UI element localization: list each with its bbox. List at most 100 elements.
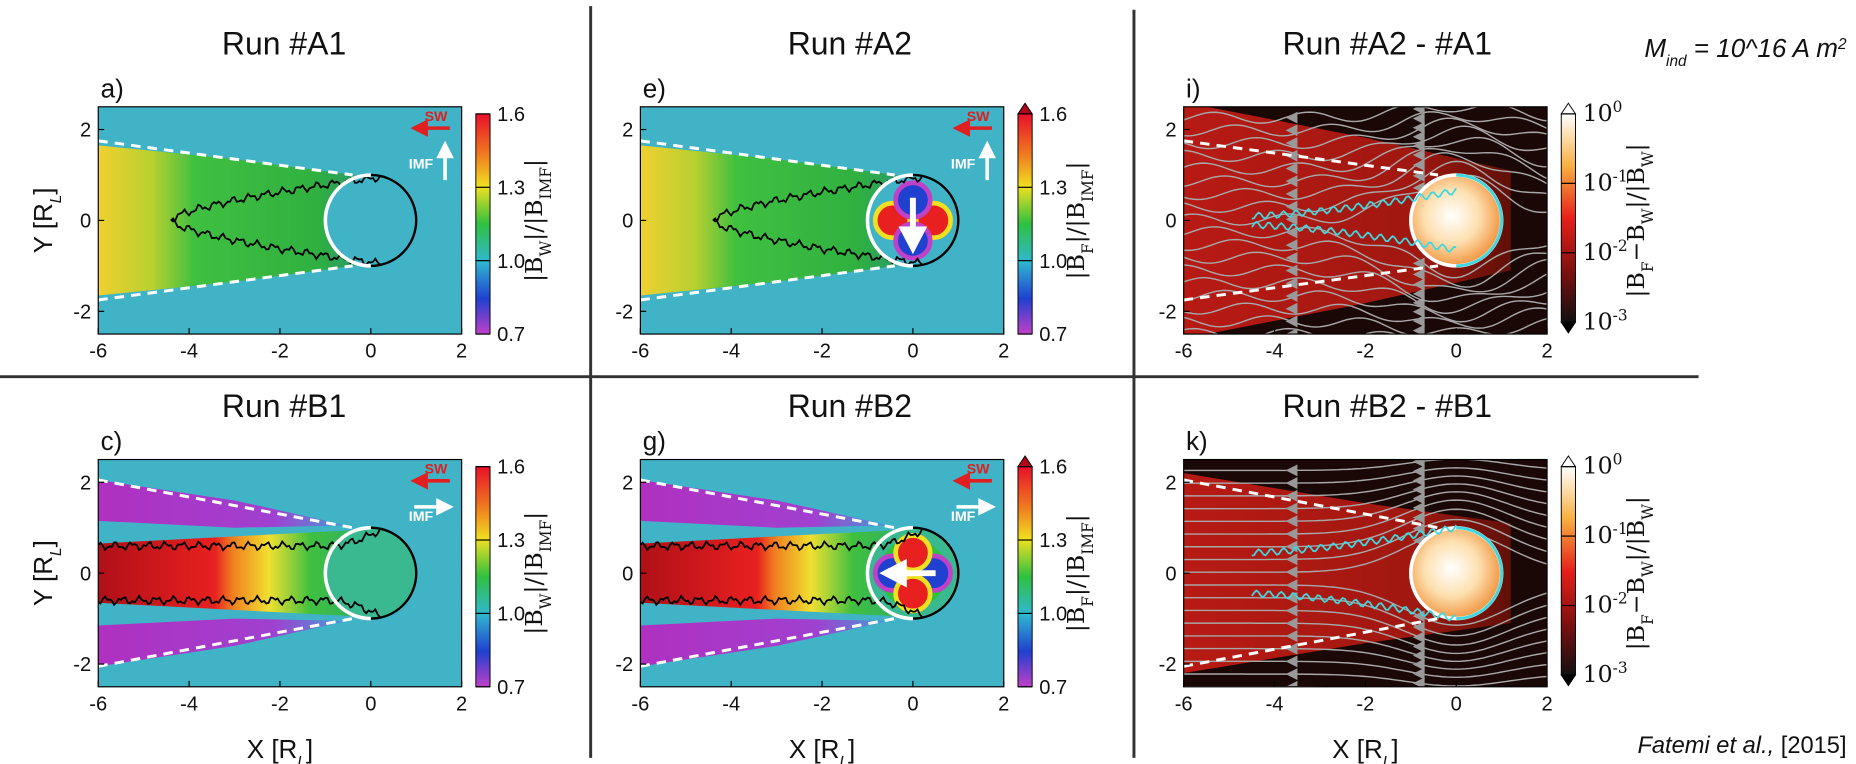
x-tick-label: 2 bbox=[1541, 693, 1552, 715]
axis-label-text: X [R bbox=[1332, 734, 1383, 764]
y-tick-label: 0 bbox=[1165, 563, 1176, 585]
x-tick-label: -6 bbox=[631, 341, 649, 363]
x-tick-label: -4 bbox=[722, 693, 740, 715]
x-tick-label: 2 bbox=[998, 341, 1009, 363]
stream-arrow bbox=[1285, 604, 1298, 617]
panel-title: Run #A2 bbox=[788, 26, 912, 62]
streamline bbox=[1183, 160, 1548, 213]
streamline bbox=[1183, 660, 1548, 679]
wake bbox=[98, 529, 358, 617]
note-subscript: ind bbox=[1666, 53, 1687, 70]
axis-label-sub: L bbox=[1383, 753, 1392, 764]
field bbox=[640, 459, 1004, 687]
colorbar-tick-label: 1.3 bbox=[1039, 530, 1067, 552]
colorbar-extend bbox=[1560, 102, 1577, 115]
colorbar-label-part: |B bbox=[1622, 625, 1651, 650]
colorbar-label-part: W bbox=[537, 241, 555, 257]
colorbar-label-part: |/|B bbox=[1062, 555, 1091, 596]
colorbar-tick-exponent: -2 bbox=[1613, 237, 1628, 255]
streamline bbox=[1183, 125, 1548, 163]
colorbar-tick-label: 0.7 bbox=[497, 324, 525, 346]
stream-arrow bbox=[1285, 264, 1298, 277]
colorbar-tick-exponent: -2 bbox=[1613, 590, 1628, 608]
panel-title: Run #A1 bbox=[222, 26, 346, 62]
axis-label-end: ] bbox=[848, 734, 855, 764]
x-tick-label: 0 bbox=[365, 341, 376, 363]
streamline bbox=[1183, 238, 1548, 288]
shadow-boundary bbox=[98, 478, 353, 530]
x-tick-label: 0 bbox=[1451, 693, 1462, 715]
colorbar-tick-text: 1.0 bbox=[497, 251, 525, 273]
y-tick-label: -2 bbox=[1159, 654, 1177, 676]
colorbar-tick-text: 10 bbox=[1583, 238, 1613, 266]
moon-outline bbox=[323, 173, 371, 268]
citation-authors: Fatemi et al., bbox=[1637, 733, 1774, 759]
colorbar-label-part: IMF bbox=[1079, 169, 1097, 202]
streamline bbox=[1183, 518, 1548, 561]
streamline bbox=[1183, 264, 1548, 303]
field bbox=[98, 459, 462, 687]
stream-arrow bbox=[1285, 162, 1298, 175]
streamline bbox=[1183, 147, 1548, 188]
colorbar-tick-label: 10-3 bbox=[1583, 306, 1628, 335]
colorbar-extend bbox=[1560, 321, 1577, 334]
y-tick-label: -2 bbox=[1159, 301, 1177, 323]
stream-arrow bbox=[1412, 483, 1425, 496]
panel-letter: k) bbox=[1186, 426, 1208, 456]
colorbar-tick-label: 1.6 bbox=[497, 104, 525, 126]
colorbar-tick-label: 0.7 bbox=[1039, 324, 1067, 346]
colorbar-label-part: F bbox=[1639, 614, 1657, 625]
colorbar-label-part: |B bbox=[520, 609, 549, 634]
stream-arrow bbox=[1412, 106, 1425, 115]
colorbar-extend bbox=[1560, 674, 1577, 687]
x-tick-label: 2 bbox=[456, 341, 467, 363]
wake bbox=[640, 145, 913, 296]
y-tick-label: 2 bbox=[622, 472, 633, 494]
axis-label-sub: L bbox=[48, 195, 65, 204]
colorbar-tick-text: 1.3 bbox=[1039, 530, 1067, 552]
stream-arrow bbox=[1412, 465, 1425, 478]
stream-arrow bbox=[1285, 527, 1298, 540]
wake bbox=[640, 529, 900, 617]
streamline bbox=[1183, 117, 1548, 150]
moon bbox=[325, 175, 417, 266]
colorbar-label-part: | bbox=[1622, 496, 1651, 504]
dipole-arrow bbox=[879, 558, 936, 588]
dividers bbox=[0, 6, 1699, 758]
stream-arrow bbox=[1412, 658, 1425, 671]
colorbar-label-part: |B bbox=[520, 257, 549, 282]
x-tick-label: -2 bbox=[271, 693, 289, 715]
moon-outline bbox=[323, 525, 371, 621]
stream-arrow bbox=[1285, 489, 1298, 502]
field bbox=[98, 106, 462, 335]
stream-arrow bbox=[1413, 688, 1425, 700]
colorbar-extend bbox=[1017, 455, 1034, 468]
contour bbox=[1251, 589, 1457, 622]
streamline bbox=[1183, 251, 1548, 293]
colorbar-label-part: |B bbox=[1622, 272, 1651, 297]
colorbar-tick-label: 1.6 bbox=[1039, 457, 1067, 479]
stream-arrow bbox=[1285, 464, 1298, 477]
colorbar-tick-label: 1.0 bbox=[1039, 604, 1067, 626]
colorbar-tick-exponent: 0 bbox=[1613, 98, 1623, 116]
shadow-boundary bbox=[640, 617, 896, 668]
x-tick-label: 0 bbox=[1451, 341, 1462, 363]
axis-label-text: Y [R bbox=[28, 203, 58, 253]
axis-label-text: X [R bbox=[247, 734, 298, 764]
colorbar-tick-text: 1.3 bbox=[497, 530, 525, 552]
colorbar bbox=[475, 113, 491, 335]
panel: Run #B2 g) SW IMF -6 -4 -2 0 2 -2 0 2 X [RL] 0.7 1.0 1.… bbox=[615, 388, 1097, 764]
moon-outline bbox=[912, 526, 960, 620]
panel-title: Run #B2 - #B1 bbox=[1283, 388, 1493, 424]
note-symbol: M bbox=[1644, 33, 1666, 63]
colorbar bbox=[1017, 466, 1033, 688]
x-tick-label: -2 bbox=[813, 693, 831, 715]
moon-outline bbox=[1456, 173, 1504, 268]
colorbar-tick-label: 0.7 bbox=[1039, 677, 1067, 699]
streamline bbox=[1183, 475, 1548, 497]
colorbar-label-part: W bbox=[1639, 504, 1657, 520]
colorbar-tick-text: 10 bbox=[1583, 521, 1613, 549]
colorbar-label-part: |/|B bbox=[1622, 520, 1651, 561]
